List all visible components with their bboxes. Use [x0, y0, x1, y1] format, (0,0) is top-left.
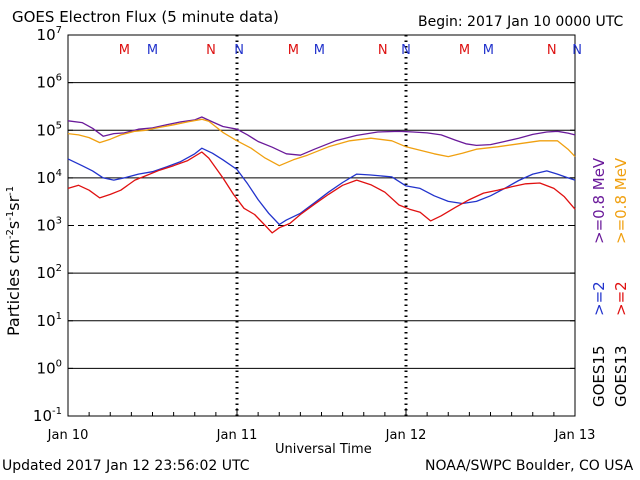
gridlines	[68, 82, 575, 369]
marker-label: N	[206, 43, 216, 58]
y-tick-label: 106	[37, 73, 62, 92]
marker-label: M	[147, 43, 158, 58]
updated-timestamp: Updated 2017 Jan 12 23:56:02 UTC	[2, 458, 250, 474]
label-goes15: GOES15	[590, 345, 608, 407]
chart-title: GOES Electron Flux (5 minute data)	[12, 8, 279, 26]
label-goes13: GOES13	[612, 345, 630, 407]
y-tick-label: 104	[37, 168, 62, 187]
marker-label: M	[483, 43, 494, 58]
y-axis-title-s: s	[4, 220, 23, 230]
x-tick-label: Jan 13	[554, 428, 596, 443]
marker-label: M	[288, 43, 299, 58]
series-line	[67, 116, 576, 156]
y-axis-title: Particles cm-2s-1sr-1	[4, 185, 23, 336]
marker-label: M	[459, 43, 470, 58]
y-axis-title-exp1: -2	[5, 229, 16, 240]
marker-label: N	[547, 43, 557, 58]
x-tick-label: Jan 10	[47, 428, 89, 443]
y-axis-title-sr: sr	[4, 195, 23, 211]
marker-label: N	[234, 43, 244, 58]
y-tick-label: 107	[37, 25, 62, 44]
label-goes15-ge08: >=0.8 MeV	[590, 157, 608, 244]
marker-label: M	[314, 43, 325, 58]
x-tick-label: Jan 11	[216, 428, 258, 443]
label-goes13-ge2: >=2	[612, 281, 630, 316]
flux-series	[67, 116, 576, 234]
begin-time: Begin: 2017 Jan 10 0000 UTC	[418, 14, 624, 30]
x-axis-ticks: Jan 10 Jan 11 Jan 12 Jan 13	[47, 408, 596, 443]
series-line	[67, 118, 576, 167]
x-tick-label: Jan 12	[385, 428, 427, 443]
y-tick-label: 100	[37, 358, 62, 377]
y-axis-title-exp2: -1	[5, 210, 16, 221]
marker-label: N	[378, 43, 388, 58]
y-tick-label: 101	[37, 311, 62, 330]
y-axis-title-main: Particles cm	[4, 239, 23, 336]
y-tick-label: 102	[37, 263, 62, 282]
y-tick-label: 103	[37, 216, 62, 235]
marker-label: M	[119, 43, 130, 58]
y-axis-title-exp3: -1	[5, 185, 16, 196]
marker-label: N	[401, 43, 411, 58]
label-goes15-ge2: >=2	[590, 281, 608, 316]
x-axis-title: Universal Time	[275, 442, 372, 457]
credit-text: NOAA/SWPC Boulder, CO USA	[425, 458, 634, 474]
label-goes13-ge08: >=0.8 MeV	[612, 157, 630, 244]
y-axis-ticks: 10-1 100 101 102 103 104 105 106 107	[33, 25, 575, 425]
series-line	[67, 151, 576, 234]
series-line	[67, 147, 576, 226]
marker-label: N	[572, 43, 582, 58]
y-tick-label: 105	[37, 120, 62, 139]
y-tick-label: 10-1	[33, 406, 62, 425]
